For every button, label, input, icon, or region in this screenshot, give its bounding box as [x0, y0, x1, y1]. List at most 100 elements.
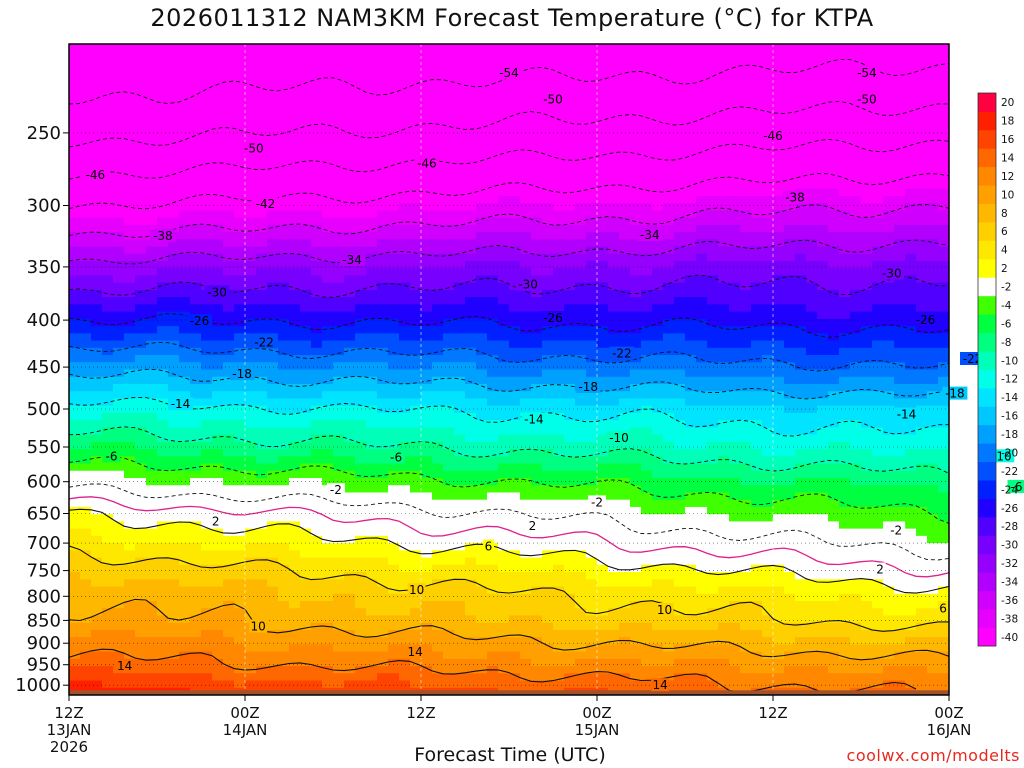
- temperature-cell: [476, 376, 488, 385]
- temperature-cell: [124, 644, 136, 653]
- temperature-cell: [432, 304, 444, 313]
- temperature-cell: [157, 347, 169, 356]
- temperature-cell: [289, 304, 301, 313]
- temperature-cell: [575, 268, 587, 277]
- temperature-cell: [487, 506, 499, 515]
- temperature-cell: [69, 485, 81, 494]
- temperature-cell: [399, 470, 411, 479]
- temperature-cell: [575, 680, 587, 689]
- temperature-cell: [245, 58, 257, 67]
- temperature-cell: [179, 268, 191, 277]
- temperature-cell: [234, 420, 246, 428]
- temperature-cell: [520, 557, 532, 566]
- temperature-cell: [212, 398, 224, 407]
- temperature-cell: [190, 420, 202, 428]
- temperature-cell: [421, 101, 433, 110]
- temperature-cell: [267, 463, 279, 472]
- temperature-cell: [267, 593, 279, 602]
- temperature-cell: [487, 210, 499, 219]
- temperature-cell: [597, 651, 609, 660]
- temperature-cell: [146, 152, 158, 161]
- temperature-cell: [443, 347, 455, 356]
- temperature-cell: [311, 644, 323, 653]
- temperature-cell: [575, 181, 587, 190]
- temperature-cell: [300, 246, 312, 255]
- temperature-cell: [69, 427, 81, 436]
- temperature-cell: [432, 673, 444, 682]
- temperature-cell: [223, 673, 235, 682]
- temperature-cell: [278, 101, 290, 110]
- temperature-cell: [168, 217, 180, 226]
- temperature-cell: [531, 506, 543, 515]
- temperature-cell: [157, 362, 169, 371]
- temperature-cell: [289, 232, 301, 240]
- temperature-cell: [212, 383, 224, 392]
- temperature-cell: [212, 109, 224, 117]
- temperature-cell: [520, 521, 532, 530]
- temperature-cell: [355, 651, 367, 660]
- temperature-cell: [234, 224, 246, 233]
- temperature-cell: [663, 101, 675, 110]
- temperature-cell: [256, 152, 268, 161]
- temperature-cell: [289, 557, 301, 566]
- temperature-cell: [388, 340, 400, 349]
- temperature-cell: [190, 644, 202, 653]
- temperature-cell: [619, 224, 631, 233]
- temperature-cell: [421, 369, 433, 378]
- temperature-cell: [531, 593, 543, 602]
- temperature-cell: [256, 347, 268, 356]
- temperature-cell: [333, 101, 345, 110]
- temperature-cell: [102, 463, 114, 472]
- temperature-cell: [432, 203, 444, 211]
- temperature-cell: [399, 579, 411, 588]
- temperature-cell: [608, 44, 620, 52]
- temperature-cell: [564, 333, 576, 342]
- temperature-cell: [421, 58, 433, 67]
- temperature-cell: [113, 470, 125, 479]
- temperature-cell: [509, 398, 521, 407]
- temperature-cell: [388, 434, 400, 443]
- temperature-cell: [179, 651, 191, 660]
- temperature-cell: [333, 166, 345, 175]
- temperature-cell: [399, 145, 411, 154]
- temperature-cell: [410, 405, 422, 414]
- temperature-cell: [113, 579, 125, 588]
- temperature-cell: [311, 543, 323, 551]
- temperature-cell: [311, 159, 323, 168]
- temperature-cell: [641, 543, 653, 551]
- temperature-cell: [421, 521, 433, 530]
- temperature-cell: [432, 318, 444, 327]
- temperature-cell: [652, 456, 664, 465]
- temperature-cell: [619, 383, 631, 392]
- temperature-cell: [135, 622, 147, 631]
- temperature-cell: [630, 535, 642, 544]
- temperature-cell: [509, 246, 521, 255]
- temperature-cell: [102, 521, 114, 530]
- temperature-cell: [619, 629, 631, 638]
- temperature-cell: [355, 109, 367, 117]
- temperature-cell: [509, 579, 521, 588]
- temperature-cell: [113, 637, 125, 645]
- temperature-cell: [421, 268, 433, 277]
- temperature-cell: [256, 101, 268, 110]
- temperature-cell: [366, 210, 378, 219]
- temperature-cell: [366, 506, 378, 515]
- temperature-cell: [553, 550, 565, 559]
- temperature-cell: [69, 383, 81, 392]
- temperature-cell: [476, 326, 488, 334]
- temperature-cell: [520, 362, 532, 371]
- temperature-cell: [179, 362, 191, 371]
- temperature-cell: [553, 376, 565, 385]
- temperature-cell: [212, 65, 224, 74]
- temperature-cell: [69, 181, 81, 190]
- temperature-cell: [377, 644, 389, 653]
- temperature-cell: [135, 398, 147, 407]
- temperature-cell: [245, 376, 257, 385]
- temperature-cell: [542, 644, 554, 653]
- temperature-cell: [102, 492, 114, 501]
- temperature-cell: [575, 586, 587, 595]
- temperature-cell: [487, 615, 499, 624]
- temperature-cell: [311, 261, 323, 269]
- temperature-cell: [586, 174, 598, 183]
- temperature-cell: [553, 441, 565, 450]
